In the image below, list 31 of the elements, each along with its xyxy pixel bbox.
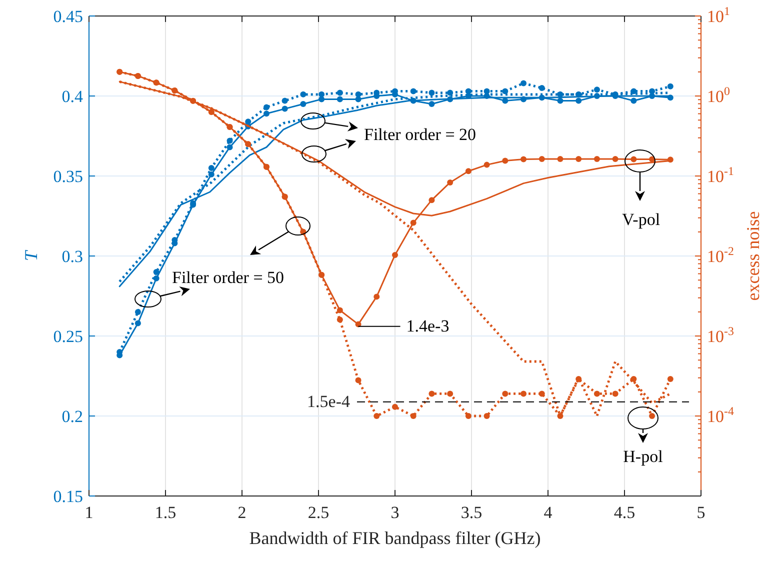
y2-tick-label: 10$^{-1}$ bbox=[707, 164, 734, 186]
x-tick-label: 5 bbox=[696, 503, 706, 522]
x-tick-label: 2.5 bbox=[308, 503, 330, 522]
y-tick-label: 0.3 bbox=[62, 247, 83, 266]
x-tick-label: 3 bbox=[390, 503, 400, 522]
y2-tick-label: 10$^{-4}$ bbox=[707, 404, 734, 426]
x-tick-label: 1.5 bbox=[154, 503, 176, 522]
annotation: H-pol bbox=[623, 447, 664, 466]
y2-axis-title: excess noise bbox=[743, 211, 763, 301]
y-tick-label: 0.4 bbox=[62, 87, 84, 106]
x-tick-label: 4.5 bbox=[614, 503, 636, 522]
x-tick-label: 3.5 bbox=[460, 503, 482, 522]
y-tick-label: 0.2 bbox=[62, 407, 83, 426]
y-axis-title: T bbox=[21, 249, 41, 262]
annotation: V-pol bbox=[622, 210, 660, 229]
x-tick-label: 2 bbox=[238, 503, 246, 522]
x-tick-label: 1 bbox=[84, 503, 94, 522]
y2-tick-label: 10$^{-3}$ bbox=[707, 324, 734, 346]
y-tick-label: 0.25 bbox=[53, 327, 83, 346]
y2-tick-label: 10$^{1}$ bbox=[707, 4, 730, 26]
y-tick-label: 0.35 bbox=[53, 167, 83, 186]
annotation: 1.4e-3 bbox=[406, 316, 450, 336]
x-tick-label: 4 bbox=[544, 503, 553, 522]
x-axis-title: Bandwidth of FIR bandpass filter (GHz) bbox=[249, 528, 541, 548]
y2-tick-label: 10$^{-2}$ bbox=[707, 244, 734, 266]
ref-line-label: 1.5e-4 bbox=[307, 392, 350, 411]
annotation: Filter order = 50 bbox=[172, 268, 284, 287]
y-tick-label: 0.15 bbox=[53, 487, 83, 506]
y-tick-label: 0.45 bbox=[53, 7, 83, 26]
y2-tick-label: 10$^{0}$ bbox=[707, 84, 730, 106]
annotation: Filter order = 20 bbox=[364, 125, 476, 144]
